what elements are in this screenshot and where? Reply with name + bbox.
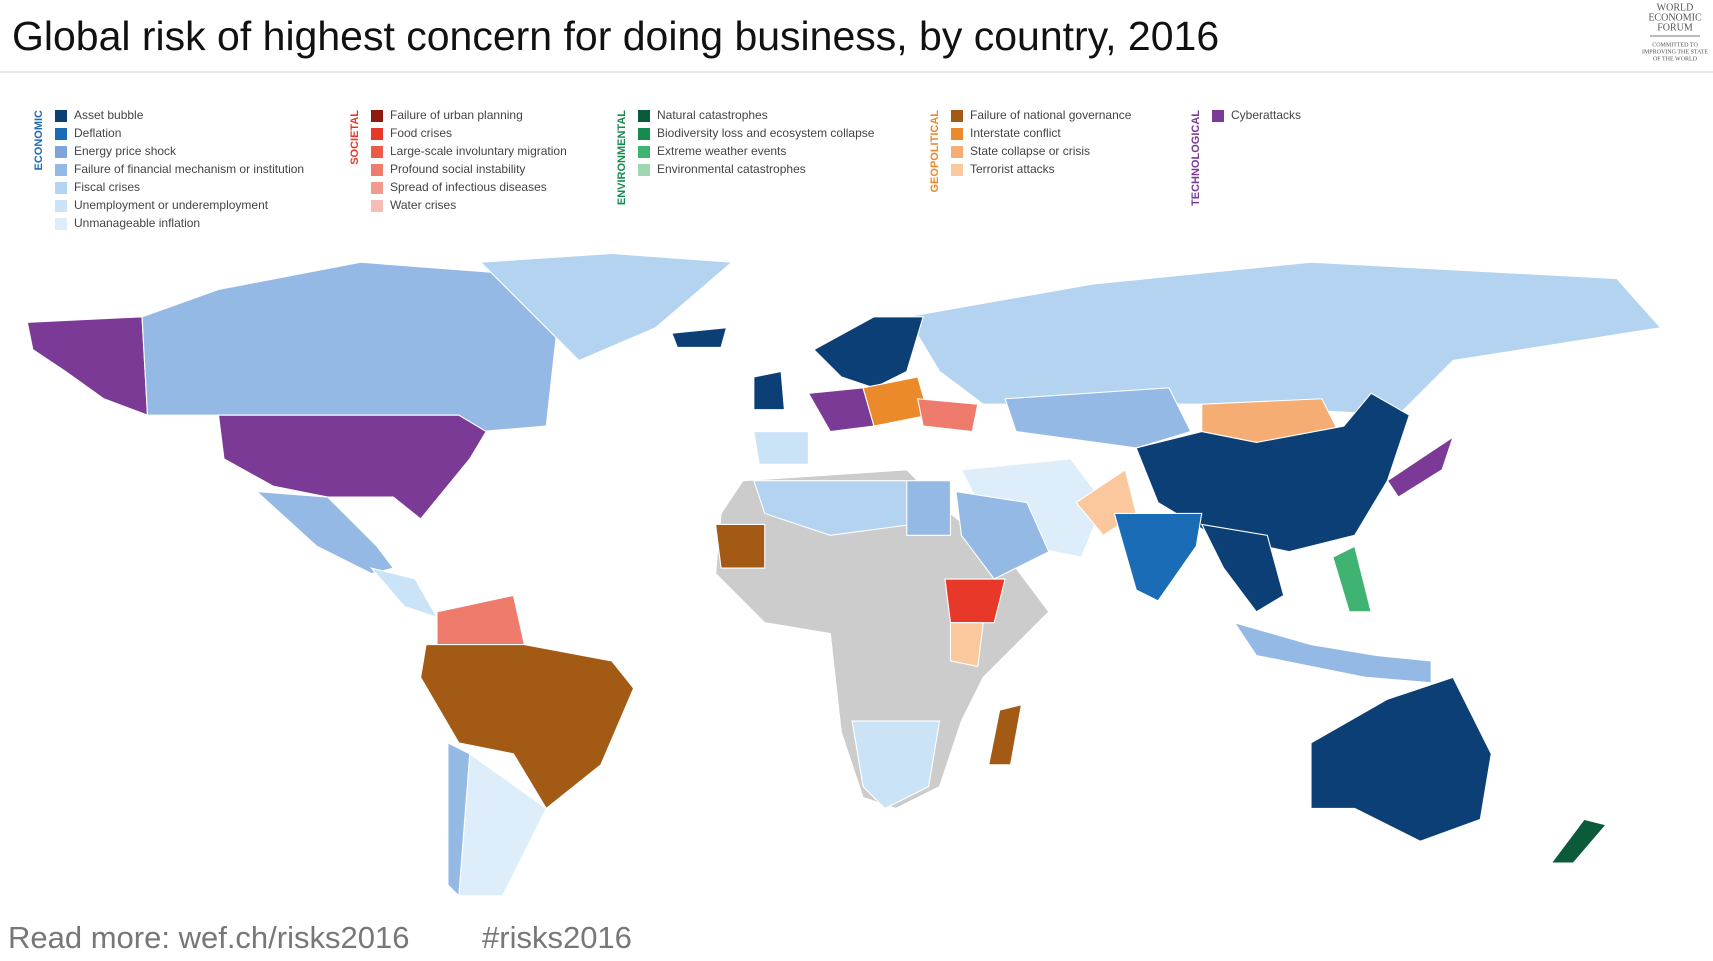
legend-group: TECHNOLOGICAL Cyberattacks: [1190, 108, 1301, 206]
legend-swatch: [371, 146, 383, 158]
legend-label: Profound social instability: [390, 162, 525, 176]
region: [217, 414, 487, 520]
region: [255, 490, 395, 575]
legend-group: GEOPOLITICAL Failure of national governan…: [929, 108, 1132, 192]
region: [714, 523, 766, 569]
region: [26, 316, 149, 416]
legend-label: Water crises: [390, 198, 456, 212]
legend-label: Asset bubble: [74, 108, 144, 122]
legend-swatch: [55, 146, 67, 158]
region: [141, 261, 558, 433]
region: [955, 490, 1050, 580]
region: [369, 567, 439, 619]
region: [851, 720, 941, 810]
footer-hashtag: #risks2016: [482, 920, 632, 955]
region: [753, 430, 809, 465]
region: [447, 742, 471, 898]
legend-label: Failure of national governance: [970, 108, 1132, 122]
legend-swatch: [638, 128, 650, 140]
legend-label: Unemployment or underemployment: [74, 198, 269, 212]
legend-label: Extreme weather events: [657, 144, 786, 158]
legend-label: Failure of financial mechanism or instit…: [74, 162, 304, 176]
legend-label: Food crises: [390, 126, 452, 140]
legend-group: ECONOMIC Asset bubble Deflation Energy pric…: [33, 108, 304, 230]
region: [1233, 621, 1432, 684]
legend-swatch: [55, 110, 67, 122]
legend-label: Terrorist attacks: [970, 162, 1055, 176]
legend-group-label: ECONOMIC: [33, 110, 45, 171]
legend-swatch: [55, 200, 67, 212]
region: [988, 703, 1023, 766]
region: [906, 480, 952, 536]
legend-group: ENVIRONMENTAL Natural catastrophes Biodive…: [616, 108, 875, 205]
region: [671, 327, 728, 348]
legend-swatch: [951, 146, 963, 158]
legend-swatch: [55, 128, 67, 140]
region: [905, 261, 1662, 416]
legend-swatch: [951, 110, 963, 122]
map: [26, 252, 1662, 898]
region: [949, 622, 984, 668]
legend-label: Spread of infectious diseases: [390, 180, 547, 194]
logo-tagline: COMMITTED TO: [1652, 42, 1698, 48]
legend-group-label: SOCIETAL: [349, 110, 361, 165]
legend-swatch: [55, 164, 67, 176]
logo-tagline: OF THE WORLD: [1653, 56, 1698, 62]
legend-label: Interstate conflict: [970, 126, 1061, 140]
legend-label: Unmanageable inflation: [74, 216, 200, 230]
legend-label: Failure of urban planning: [390, 108, 523, 122]
legend-swatch: [371, 164, 383, 176]
legend-swatch: [1212, 110, 1224, 122]
legend-swatch: [951, 128, 963, 140]
logo-text: ECONOMIC: [1648, 12, 1702, 23]
region: [807, 387, 875, 433]
region: [917, 398, 979, 433]
legend-label: Environmental catastrophes: [657, 162, 806, 176]
legend-label: Deflation: [74, 126, 121, 140]
region: [420, 644, 635, 810]
legend-swatch: [55, 182, 67, 194]
legend-swatch: [638, 164, 650, 176]
region: [944, 578, 1006, 624]
region: [1386, 435, 1455, 498]
legend-group-label: ENVIRONMENTAL: [616, 110, 628, 205]
logo-text: WORLD: [1657, 2, 1694, 13]
legend-swatch: [371, 200, 383, 212]
legend-swatch: [951, 164, 963, 176]
region: [813, 316, 924, 389]
logo-text: FORUM: [1657, 22, 1693, 33]
legend-swatch: [638, 110, 650, 122]
legend-swatch: [371, 128, 383, 140]
region: [1310, 676, 1492, 842]
region: [1113, 512, 1203, 602]
legend-swatch: [638, 146, 650, 158]
legend-label: Large-scale involuntary migration: [390, 144, 567, 158]
footer-link: Read more: wef.ch/risks2016: [8, 920, 409, 955]
region: [1200, 523, 1285, 613]
legend-group: SOCIETAL Failure of urban planning Food cr…: [349, 108, 567, 212]
region: [479, 252, 734, 362]
logo: WORLD ECONOMIC FORUM COMMITTED TO IMPROV…: [1642, 2, 1708, 62]
region: [1550, 818, 1607, 864]
legend-swatch: [55, 218, 67, 230]
region: [1004, 387, 1192, 449]
region: [1135, 392, 1410, 553]
legend-swatch: [371, 110, 383, 122]
legend-label: Fiscal crises: [74, 180, 140, 194]
legend-label: Energy price shock: [74, 144, 177, 158]
legend-group-label: GEOPOLITICAL: [929, 110, 941, 193]
legend-swatch: [371, 182, 383, 194]
legend: ECONOMIC Asset bubble Deflation Energy pric…: [33, 108, 1301, 230]
legend-label: State collapse or crisis: [970, 144, 1090, 158]
legend-group-label: TECHNOLOGICAL: [1190, 110, 1202, 206]
region: [753, 480, 913, 536]
legend-label: Natural catastrophes: [657, 108, 768, 122]
logo-tagline: IMPROVING THE STATE: [1642, 49, 1708, 55]
legend-label: Cyberattacks: [1231, 108, 1301, 122]
region: [753, 370, 786, 411]
region: [1332, 545, 1372, 613]
legend-label: Biodiversity loss and ecosystem collapse: [657, 126, 875, 140]
title: Global risk of highest concern for doing…: [12, 13, 1219, 59]
